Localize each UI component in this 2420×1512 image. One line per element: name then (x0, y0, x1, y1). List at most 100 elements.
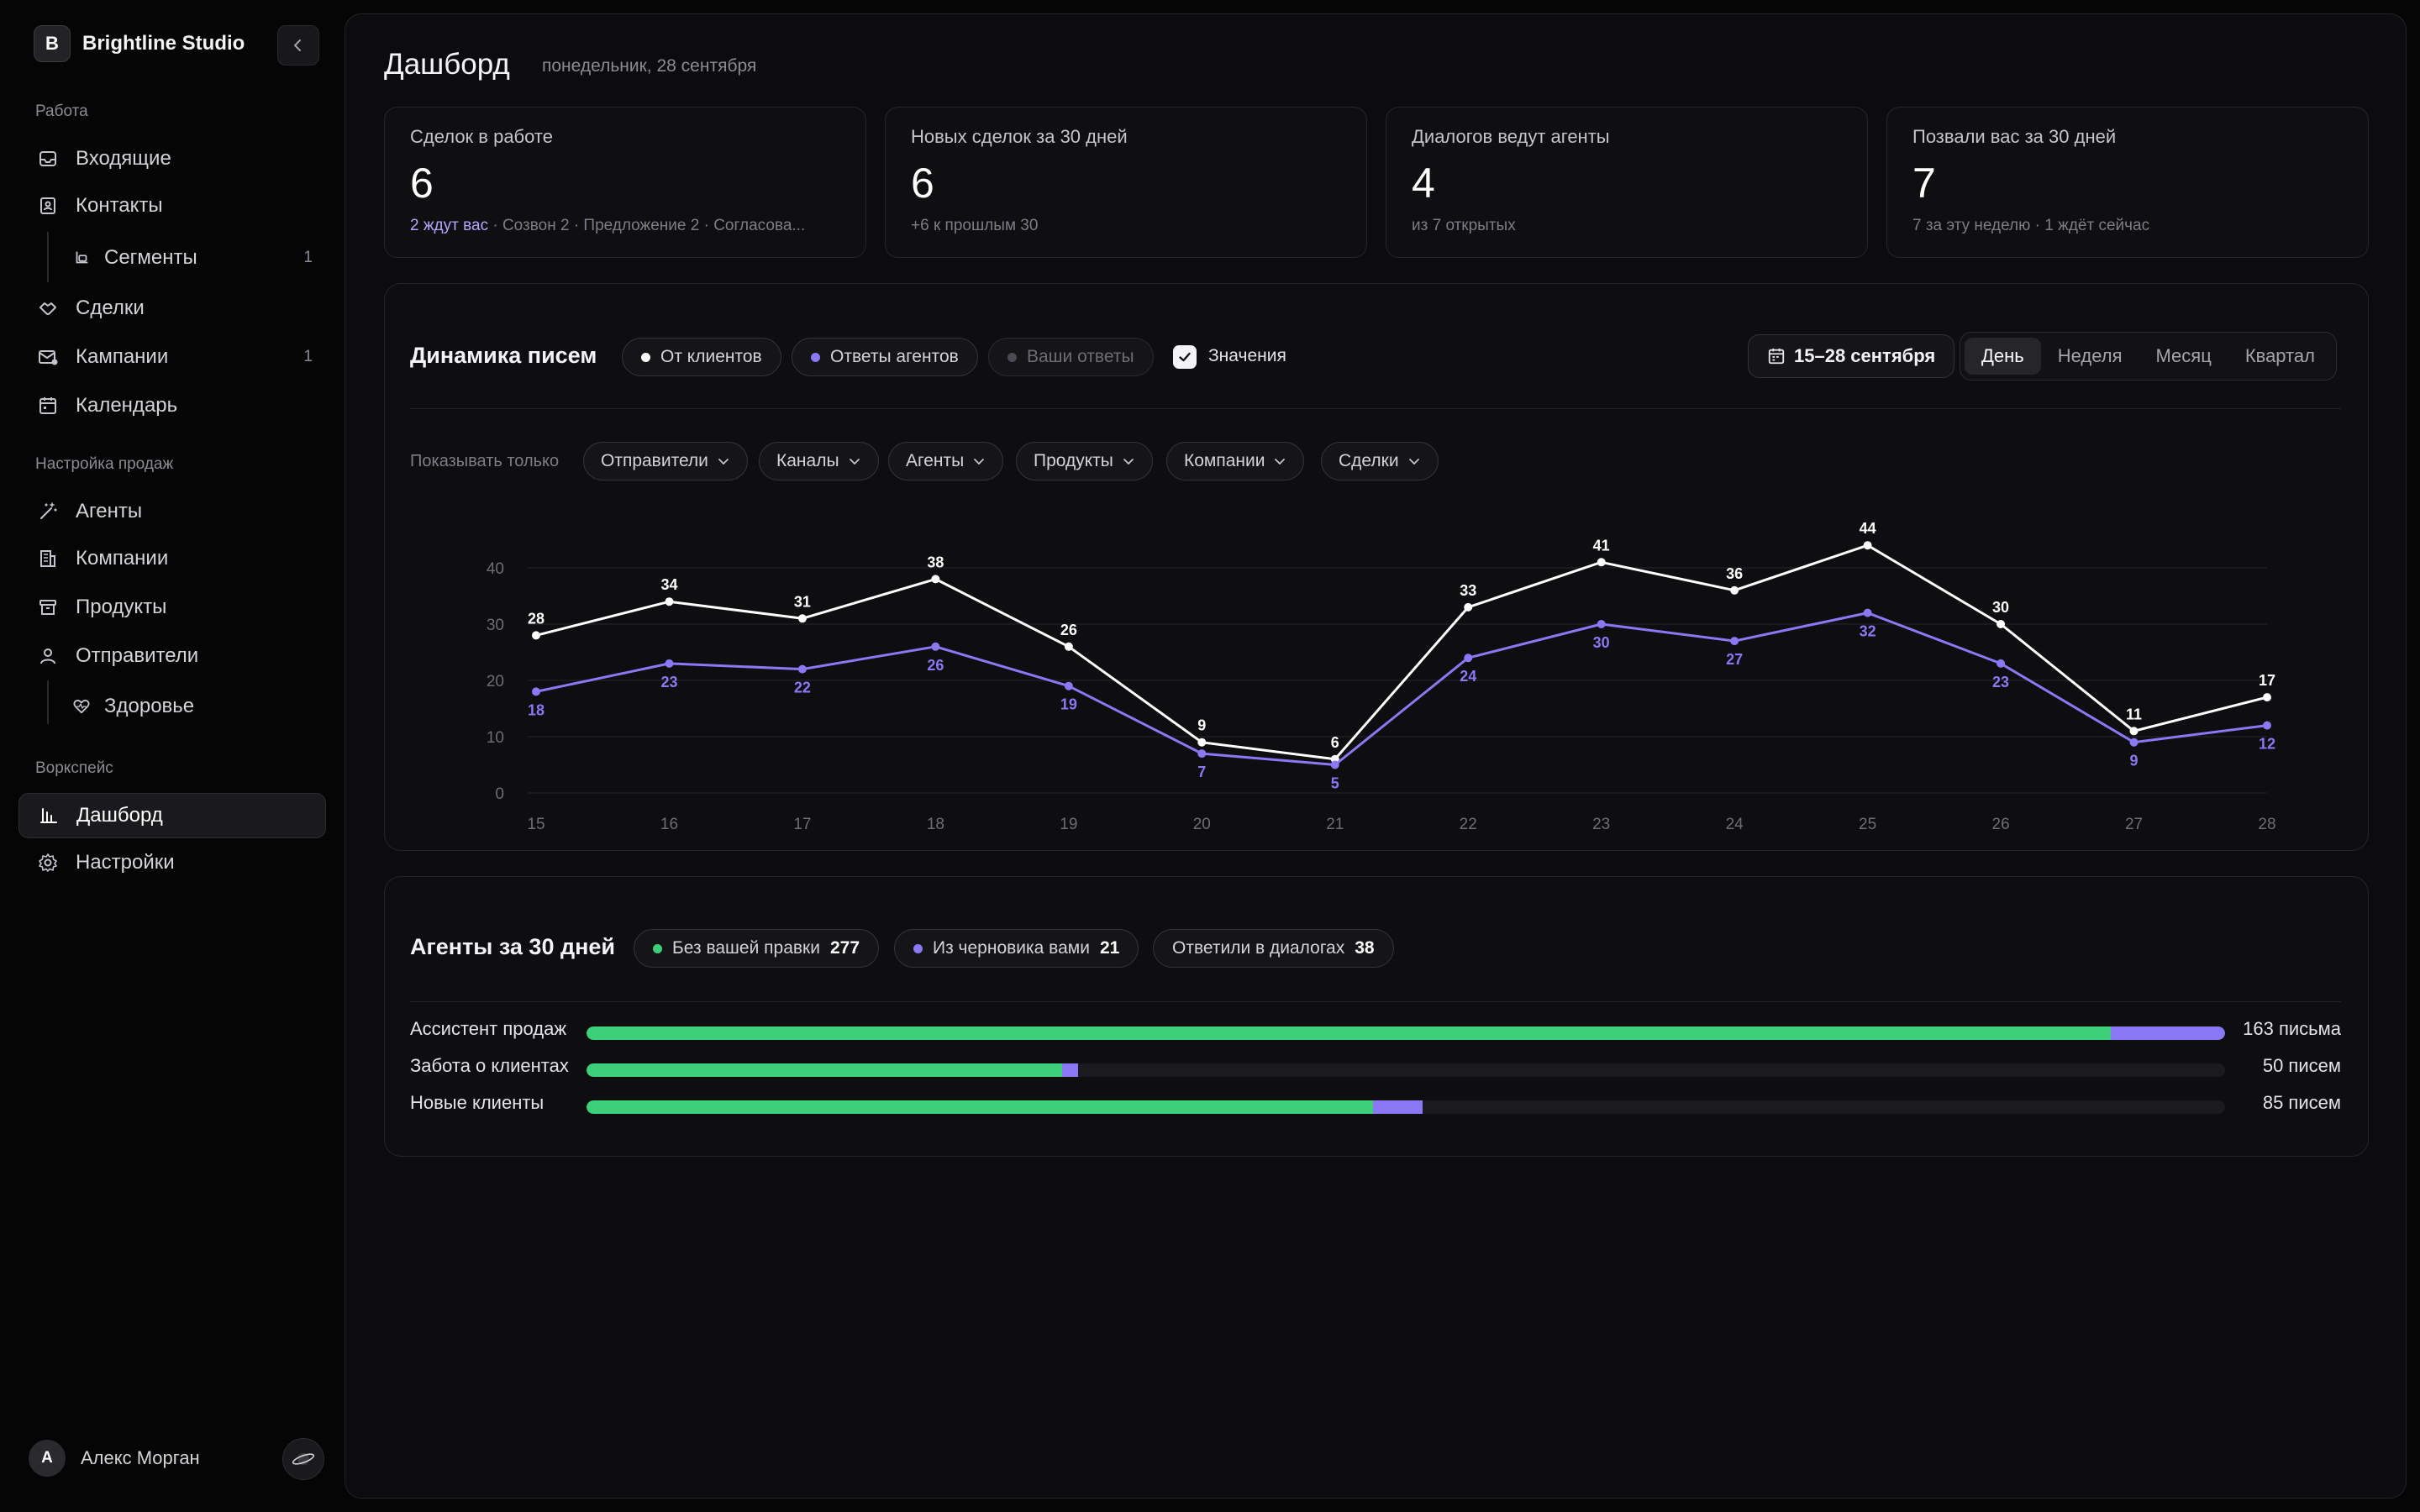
agent-bar-purple (1061, 1063, 1078, 1077)
period-tab-day[interactable]: День (1965, 338, 2041, 375)
x-tick-label: 21 (1326, 816, 1344, 833)
stat-highlight[interactable]: 2 ждут вас (410, 217, 489, 234)
data-label: 9 (1197, 717, 1206, 734)
filter-chip-label: Сделки (1339, 451, 1399, 470)
legend-dot-green (653, 943, 662, 953)
collapse-sidebar-button[interactable] (277, 25, 319, 66)
x-tick-label: 20 (1193, 816, 1211, 833)
sidebar-item-campaigns[interactable]: Кампании 1 (18, 334, 326, 380)
date-range-label: 15–28 сентября (1794, 345, 1936, 366)
filter-channels[interactable]: Каналы (759, 442, 879, 480)
checkmark-icon (1179, 352, 1191, 362)
x-tick-label: 19 (1060, 816, 1077, 833)
stat-value: 6 (911, 160, 934, 207)
archive-box-icon (37, 596, 59, 618)
sidebar-item-agents[interactable]: Агенты (18, 489, 326, 534)
data-label: 32 (1860, 623, 1876, 640)
sidebar-item-companies[interactable]: Компании (18, 536, 326, 581)
sidebar-item-deals[interactable]: Сделки (18, 286, 326, 331)
filter-agents[interactable]: Агенты (888, 442, 1004, 480)
data-label: 38 (927, 554, 944, 570)
sidebar-item-label: Календарь (76, 394, 178, 417)
period-tab-week[interactable]: Неделя (2057, 345, 2123, 366)
divider (410, 408, 2341, 409)
toggle-from-clients[interactable]: От клиентов (622, 338, 781, 376)
data-point (1597, 558, 1606, 567)
sidebar-item-contacts[interactable]: Контакты (18, 183, 326, 228)
sidebar-item-settings[interactable]: Настройки (18, 840, 326, 885)
tree-line (47, 680, 49, 724)
y-tick-label: 30 (487, 617, 504, 634)
contacts-icon (37, 195, 59, 217)
data-point (797, 664, 807, 674)
stat-value: 7 (1912, 160, 1936, 207)
data-point (1197, 738, 1207, 747)
agent-bar-green (587, 1100, 1373, 1114)
x-tick-label: 28 (2258, 816, 2275, 833)
calendar-icon (37, 395, 59, 417)
theme-toggle-button[interactable] (282, 1438, 324, 1480)
x-tick-label: 24 (1726, 816, 1744, 833)
chevron-down-icon (718, 459, 729, 465)
sidebar-item-label: Здоровье (104, 695, 195, 717)
chip-from-draft[interactable]: Из черновика вами 21 (894, 929, 1139, 968)
x-tick-label: 18 (927, 816, 944, 833)
sidebar-item-label: Дашборд (76, 804, 163, 827)
stat-card-deals-in-progress[interactable]: Сделок в работе 6 2 ждут вас · Созвон 2 … (384, 107, 866, 258)
filter-deals[interactable]: Сделки (1321, 442, 1439, 480)
chip-without-edits[interactable]: Без вашей правки 277 (634, 929, 880, 968)
sidebar-item-calendar[interactable]: Календарь (18, 383, 326, 428)
filter-products[interactable]: Продукты (1016, 442, 1153, 480)
filter-chip-label: Отправители (601, 451, 708, 470)
chevron-down-icon (974, 459, 985, 465)
period-tab-month[interactable]: Месяц (2155, 345, 2212, 366)
stat-label: Сделок в работе (410, 126, 553, 147)
workspace-switcher[interactable]: B Brightline Studio (34, 25, 245, 62)
toggle-your-replies[interactable]: Ваши ответы (988, 338, 1154, 376)
brand-name: Brightline Studio (82, 32, 245, 55)
bar-chart-icon (38, 805, 60, 827)
stat-label: Позвали вас за 30 дней (1912, 126, 2117, 147)
chip-label: От клиентов (660, 347, 762, 366)
stat-card-agent-dialogs[interactable]: Диалогов ведут агенты 4 из 7 открытых (1386, 107, 1868, 258)
filter-companies[interactable]: Компании (1166, 442, 1305, 480)
filter-senders[interactable]: Отправители (583, 442, 748, 480)
stat-card-new-deals[interactable]: Новых сделок за 30 дней 6 +6 к прошлым 3… (885, 107, 1367, 258)
values-checkbox[interactable] (1173, 345, 1197, 369)
data-label: 33 (1460, 582, 1476, 599)
toggle-agent-replies[interactable]: Ответы агентов (792, 338, 978, 376)
page-title: Дашборд (384, 48, 510, 81)
stat-card-called-you[interactable]: Позвали вас за 30 дней 7 7 за эту неделю… (1886, 107, 2369, 258)
data-point (1464, 602, 1473, 612)
data-point (665, 659, 674, 668)
inbox-icon (37, 148, 59, 170)
data-label: 7 (1197, 764, 1206, 780)
data-label: 26 (927, 657, 944, 674)
sidebar-item-senders[interactable]: Отправители (18, 633, 326, 679)
avatar: А (29, 1440, 66, 1477)
data-label: 22 (794, 680, 811, 696)
data-label: 26 (1060, 622, 1077, 638)
sidebar-item-health[interactable]: Здоровье (18, 684, 326, 729)
y-tick-label: 20 (487, 673, 504, 690)
filter-chip-label: Компании (1184, 451, 1265, 470)
user-profile[interactable]: А Алекс Морган (29, 1440, 200, 1477)
chevron-left-icon (294, 39, 301, 51)
agent-letter-count: 163 письма (2243, 1018, 2341, 1039)
sidebar-item-inbox[interactable]: Входящие (18, 136, 326, 181)
data-label: 17 (2259, 672, 2275, 689)
sidebar-item-dashboard[interactable]: Дашборд (18, 793, 326, 838)
main-content: Дашборд понедельник, 28 сентября Сделок … (345, 13, 2407, 1499)
values-checkbox-label[interactable]: Значения (1208, 346, 1286, 365)
data-point (1863, 608, 1872, 617)
sidebar-item-label: Продукты (76, 596, 167, 618)
divider (410, 1001, 2341, 1002)
sidebar-item-products[interactable]: Продукты (18, 585, 326, 630)
sidebar-item-label: Кампании (76, 345, 169, 368)
agent-name: Ассистент продаж (410, 1018, 567, 1039)
chip-answered-in-dialogs[interactable]: Ответили в диалогах 38 (1153, 929, 1394, 968)
period-tab-quarter[interactable]: Квартал (2244, 345, 2315, 366)
data-point (2263, 721, 2271, 730)
sidebar-item-segments[interactable]: Сегменты 1 (18, 235, 326, 281)
date-range-button[interactable]: 15–28 сентября (1748, 334, 1955, 378)
